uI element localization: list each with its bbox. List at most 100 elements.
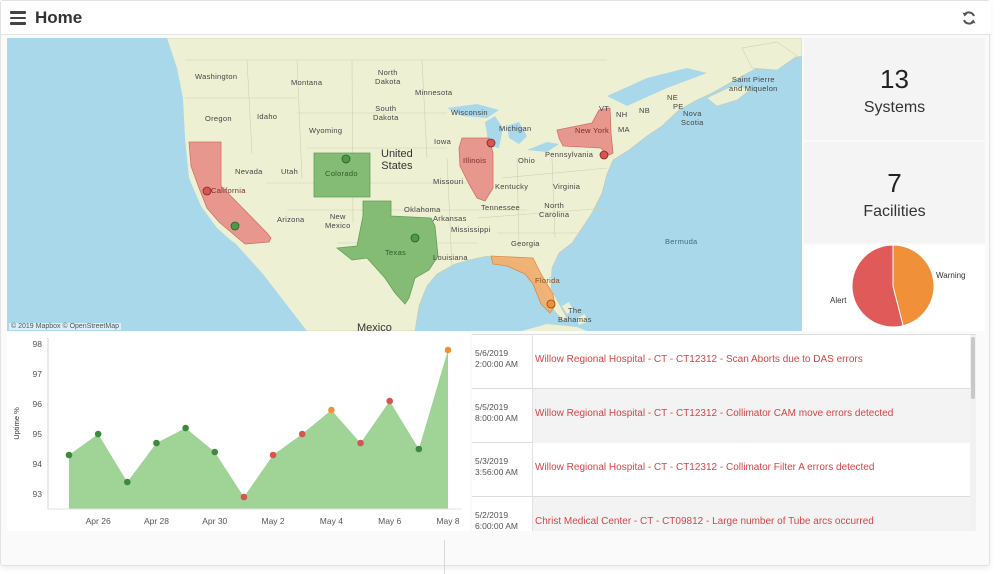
map-label-montana: Montana bbox=[291, 78, 323, 87]
y-tick-label: 96 bbox=[33, 399, 43, 409]
map-label-michigan: Michigan bbox=[499, 124, 532, 133]
uptime-point-alert[interactable] bbox=[298, 430, 306, 438]
state-texas bbox=[335, 200, 439, 305]
uptime-point-ok[interactable] bbox=[182, 424, 189, 432]
map-canvas bbox=[7, 38, 802, 331]
map-label-arkansas: Arkansas bbox=[433, 214, 467, 223]
uptime-point-alert[interactable] bbox=[269, 451, 277, 459]
event-row[interactable]: 5/5/2019 8:00:00 AM Willow Regional Hospit… bbox=[472, 389, 970, 443]
pie-label-warning: Warning bbox=[936, 271, 966, 280]
map-label-new-york: New York bbox=[575, 126, 610, 135]
kpi-systems-label: Systems bbox=[863, 99, 926, 116]
map-label-pe: PE bbox=[673, 102, 684, 111]
event-row[interactable]: 5/3/2019 3:56:00 AM Willow Regional Hospit… bbox=[472, 443, 970, 497]
event-timestamp: 5/5/2019 8:00:00 AM bbox=[472, 389, 532, 443]
uptime-point-ok[interactable] bbox=[211, 448, 219, 456]
x-tick-label: May 4 bbox=[320, 516, 343, 526]
facility-marker bbox=[599, 150, 609, 160]
map-label-vt: VT bbox=[599, 104, 610, 113]
scrollbar-thumb[interactable] bbox=[971, 337, 975, 399]
map-label-nevada: Nevada bbox=[235, 167, 263, 176]
page-title: Home bbox=[35, 8, 83, 27]
map-label-ma: MA bbox=[618, 125, 630, 134]
event-date: 5/2/2019 bbox=[475, 510, 509, 520]
uptime-point-ok[interactable] bbox=[65, 451, 73, 459]
event-date: 5/6/2019 bbox=[475, 348, 509, 358]
facility-marker bbox=[202, 186, 212, 196]
y-tick-label: 93 bbox=[33, 489, 43, 499]
kpi-systems-tile: 13 Systems bbox=[804, 38, 985, 140]
map-label-minnesota: Minnesota bbox=[415, 88, 453, 97]
map-label-ohio: Ohio bbox=[518, 156, 536, 165]
state-florida bbox=[490, 255, 556, 314]
map-label-ne: NE bbox=[667, 93, 679, 102]
uptime-point-ok[interactable] bbox=[153, 439, 160, 447]
uptime-point-alert[interactable] bbox=[240, 493, 248, 501]
state-new-york bbox=[556, 107, 614, 157]
event-time: 6:00:00 AM bbox=[475, 521, 519, 531]
uptime-point-alert[interactable] bbox=[357, 439, 364, 447]
x-tick-label: Apr 30 bbox=[202, 516, 227, 526]
x-tick-label: Apr 28 bbox=[144, 516, 169, 526]
header-bar: Home bbox=[1, 1, 991, 35]
event-time: 2:00:00 AM bbox=[475, 359, 519, 369]
y-tick-label: 95 bbox=[33, 429, 43, 439]
map-label-texas: Texas bbox=[385, 248, 407, 257]
uptime-point-alert[interactable] bbox=[386, 397, 393, 405]
uptime-point-ok[interactable] bbox=[124, 478, 131, 486]
status-pie-chart[interactable]: Alert Warning bbox=[804, 244, 985, 331]
map-label-arizona: Arizona bbox=[277, 215, 305, 224]
kpi-facilities-tile: 7 Facilities bbox=[804, 142, 985, 243]
map-label-united-states: United States bbox=[381, 148, 413, 172]
uptime-point-ok[interactable] bbox=[94, 430, 102, 438]
uptime-point-warning[interactable] bbox=[328, 406, 335, 414]
state-california bbox=[188, 141, 272, 245]
map-label-wyoming: Wyoming bbox=[309, 126, 343, 135]
event-list-scrollbar[interactable] bbox=[970, 335, 976, 531]
event-date: 5/5/2019 bbox=[475, 402, 509, 412]
uptime-point-ok[interactable] bbox=[415, 445, 423, 453]
kpi-facilities-label: Facilities bbox=[863, 203, 926, 220]
event-message[interactable]: Willow Regional Hospital - CT - CT12312 … bbox=[532, 335, 970, 389]
pie-slice-warning[interactable] bbox=[892, 244, 935, 327]
map-label-louisiana: Louisiana bbox=[433, 253, 468, 262]
refresh-icon[interactable] bbox=[961, 10, 977, 26]
map-label-nb: NB bbox=[639, 106, 651, 115]
facility-marker bbox=[410, 233, 420, 243]
kpi-facilities-value: 7 bbox=[887, 168, 902, 198]
kpi-systems-value: 13 bbox=[880, 64, 909, 94]
event-time: 8:00:00 AM bbox=[475, 413, 519, 423]
dashboard-frame: Home bbox=[0, 0, 991, 566]
event-message[interactable]: Willow Regional Hospital - CT - CT12312 … bbox=[532, 443, 970, 497]
map-label-georgia: Georgia bbox=[511, 239, 540, 248]
y-tick-label: 97 bbox=[33, 369, 43, 379]
map-label-the-bahamas: The Bahamas bbox=[558, 306, 592, 324]
map-label-saint-pierre: Saint Pierre and Miquelon bbox=[729, 75, 778, 93]
event-row[interactable]: 5/2/2019 6:00:00 AM Christ Medical Center … bbox=[472, 497, 970, 531]
event-row[interactable]: 5/6/2019 2:00:00 AM Willow Regional Hospit… bbox=[472, 335, 970, 389]
event-message[interactable]: Christ Medical Center - CT - CT09812 - L… bbox=[532, 497, 970, 531]
map-attribution[interactable]: © 2019 Mapbox © OpenStreetMap bbox=[9, 323, 121, 330]
map-label-oklahoma: Oklahoma bbox=[404, 205, 441, 214]
facility-map[interactable]: Washington Montana North Dakota Minnesot… bbox=[7, 38, 802, 331]
uptime-point-warning[interactable] bbox=[444, 346, 452, 354]
map-label-oregon: Oregon bbox=[205, 114, 232, 123]
map-label-north-dakota: North Dakota bbox=[375, 68, 401, 86]
map-label-south-dakota: South Dakota bbox=[373, 104, 399, 122]
uptime-chart[interactable]: 93 94 95 96 97 98 Uptime % Apr 26 Apr 28 Apr 30 Ma… bbox=[7, 332, 470, 531]
facility-marker bbox=[341, 154, 351, 164]
hamburger-menu-icon[interactable] bbox=[10, 11, 26, 25]
event-time: 3:56:00 AM bbox=[475, 467, 519, 477]
x-tick-label: May 8 bbox=[436, 516, 459, 526]
map-label-mexico: Mexico bbox=[357, 322, 392, 331]
map-label-utah: Utah bbox=[281, 167, 299, 176]
map-label-nh: NH bbox=[616, 110, 628, 119]
y-tick-label: 98 bbox=[33, 339, 43, 349]
x-tick-label: May 6 bbox=[378, 516, 401, 526]
map-label-missouri: Missouri bbox=[433, 177, 464, 186]
map-label-new-mexico: New Mexico bbox=[325, 212, 351, 230]
x-tick-label: May 2 bbox=[261, 516, 284, 526]
event-message[interactable]: Willow Regional Hospital - CT - CT12312 … bbox=[532, 389, 970, 443]
uptime-area bbox=[69, 350, 448, 509]
pie-slice-alert[interactable] bbox=[851, 244, 904, 328]
